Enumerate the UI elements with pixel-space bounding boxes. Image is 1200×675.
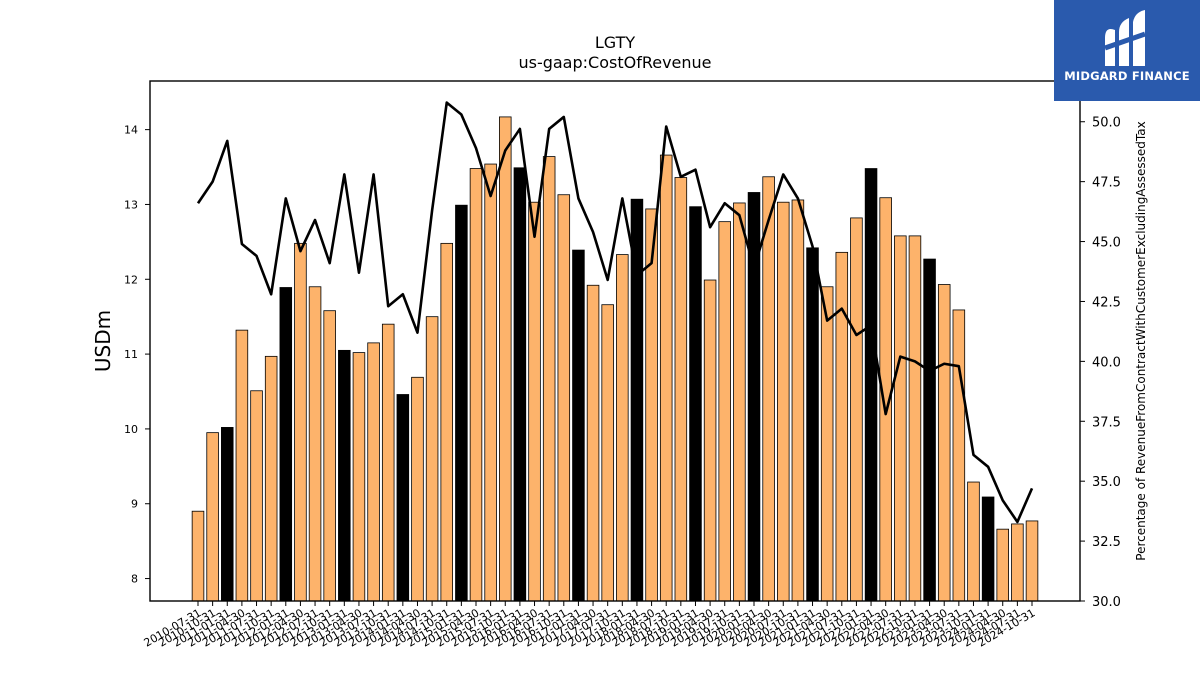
bar-2021-01-31 bbox=[806, 247, 819, 602]
bar-2017-01-31 bbox=[572, 249, 585, 602]
midgard-logo-icon bbox=[1104, 10, 1146, 66]
bar-2023-10-31 bbox=[967, 481, 980, 602]
bar-2014-01-31 bbox=[396, 394, 410, 602]
y2-tick-label: 30.0 bbox=[1092, 595, 1121, 610]
plot-frame bbox=[149, 80, 1081, 602]
bar-2013-07-31 bbox=[367, 342, 380, 602]
brand-logo: MIDGARD FINANCE bbox=[1054, 0, 1200, 101]
bar-2013-01-31 bbox=[338, 349, 351, 602]
bar-2015-07-31 bbox=[484, 163, 497, 602]
bar-2021-07-31 bbox=[835, 251, 849, 602]
y-tick-label: 13 bbox=[124, 198, 138, 211]
bar-2024-04-30 bbox=[996, 528, 1009, 602]
bar-2018-07-31 bbox=[659, 154, 673, 602]
bar-2019-01-31 bbox=[689, 206, 702, 602]
y2-tick-label: 42.5 bbox=[1092, 295, 1121, 310]
bar-2011-10-31 bbox=[264, 355, 278, 602]
bar-2023-04-30 bbox=[937, 284, 951, 602]
bar-2016-01-31 bbox=[513, 167, 527, 602]
line-series bbox=[196, 101, 1034, 524]
y2-axis-label: Percentage of RevenueFromContractWithCus… bbox=[1134, 121, 1148, 560]
bar-2015-04-30 bbox=[469, 168, 483, 602]
bar-2019-07-31 bbox=[718, 221, 731, 602]
bar-2010-10-31 bbox=[206, 432, 219, 602]
bar-2020-04-30 bbox=[762, 176, 775, 602]
y-tick-label: 8 bbox=[131, 573, 138, 586]
bar-2011-01-31 bbox=[221, 427, 234, 602]
y2-tick-label: 37.5 bbox=[1092, 415, 1121, 430]
bar-2013-10-31 bbox=[381, 323, 395, 602]
bar-2010-07-31 bbox=[191, 510, 205, 602]
bar-2012-04-30 bbox=[294, 242, 307, 602]
y-tick-label: 9 bbox=[131, 498, 138, 511]
bar-2011-04-30 bbox=[235, 329, 249, 602]
bar-2023-07-31 bbox=[952, 309, 966, 602]
y-tick-label: 11 bbox=[124, 348, 138, 361]
y-tick-label: 14 bbox=[124, 124, 138, 137]
bar-2024-07-31 bbox=[1011, 523, 1024, 602]
bar-2021-10-31 bbox=[850, 217, 863, 602]
bar-2011-07-31 bbox=[250, 390, 263, 602]
bar-2015-10-31 bbox=[499, 116, 512, 602]
bar-2012-07-31 bbox=[308, 286, 322, 602]
y2-tick-label: 32.5 bbox=[1092, 535, 1121, 550]
chart-title: LGTY bbox=[595, 33, 636, 52]
y-axis-label: USDm bbox=[91, 310, 115, 372]
logo-text: MIDGARD FINANCE bbox=[1064, 69, 1190, 83]
bar-2016-07-31 bbox=[542, 156, 556, 602]
bar-2012-01-31 bbox=[279, 287, 293, 602]
bar-2017-04-30 bbox=[586, 284, 600, 602]
y2-tick-label: 47.5 bbox=[1092, 176, 1121, 191]
percentage-line bbox=[196, 101, 1034, 524]
bar-2022-10-31 bbox=[908, 235, 922, 602]
bar-2016-10-31 bbox=[557, 194, 571, 602]
bar-2020-10-31 bbox=[791, 199, 805, 602]
bar-2012-10-31 bbox=[323, 310, 336, 602]
y-axis-left: 8 9 10 11 12 13 14 bbox=[124, 124, 150, 586]
x-axis: 2010-07-312010-10-312011-01-312011-04-30… bbox=[142, 601, 1038, 650]
bar-2020-07-31 bbox=[777, 201, 790, 602]
y2-tick-label: 35.0 bbox=[1092, 475, 1121, 490]
y2-tick-label: 50.0 bbox=[1092, 116, 1121, 131]
bar-2019-10-31 bbox=[733, 202, 746, 602]
bar-2021-04-30 bbox=[820, 286, 834, 602]
bar-2017-10-31 bbox=[616, 254, 629, 602]
y2-tick-label: 45.0 bbox=[1092, 236, 1121, 251]
bar-2014-10-31 bbox=[440, 242, 453, 602]
bar-2013-04-30 bbox=[352, 352, 366, 602]
bar-series bbox=[191, 116, 1039, 602]
bar-2024-01-31 bbox=[981, 496, 995, 602]
bar-2016-04-30 bbox=[528, 201, 541, 602]
chart-subtitle: us-gaap:CostOfRevenue bbox=[518, 53, 711, 72]
y-axis-right: 30.0 32.5 35.0 37.5 40.0 42.5 45.0 47.5 50.0 bbox=[1080, 116, 1121, 610]
bar-2022-07-31 bbox=[894, 235, 907, 602]
bar-2015-01-31 bbox=[455, 204, 468, 602]
bar-2014-04-30 bbox=[411, 376, 424, 602]
bar-2019-04-30 bbox=[703, 279, 717, 602]
bar-2014-07-31 bbox=[425, 316, 439, 602]
bar-2024-10-31 bbox=[1025, 520, 1039, 602]
bar-2018-10-31 bbox=[674, 177, 688, 602]
y2-tick-label: 40.0 bbox=[1092, 355, 1121, 370]
bar-2023-01-31 bbox=[923, 258, 936, 602]
bar-2017-07-31 bbox=[601, 304, 614, 602]
y-tick-label: 12 bbox=[124, 273, 138, 286]
y-tick-label: 10 bbox=[124, 423, 138, 436]
bar-2022-01-31 bbox=[864, 168, 878, 602]
